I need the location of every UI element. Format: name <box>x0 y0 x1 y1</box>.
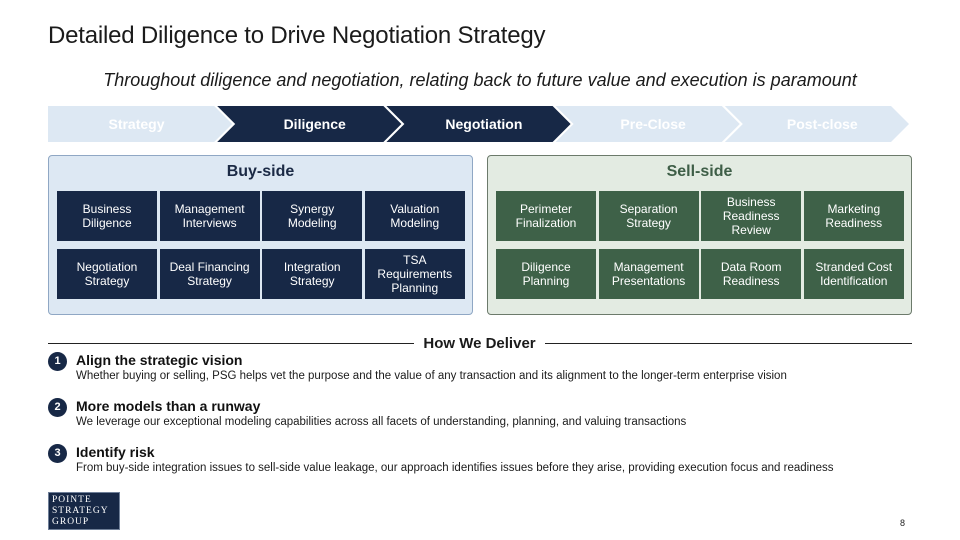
sell-side-item: Management Presentations <box>598 249 699 299</box>
phase-chevron-shapes <box>48 106 909 142</box>
buy-side-item: Deal Financing Strategy <box>159 249 260 299</box>
sell-side-panel: Sell-side Perimeter Finalization Separat… <box>487 155 912 315</box>
sell-side-item: Business Readiness Review <box>701 191 802 241</box>
buy-side-item: Negotiation Strategy <box>57 249 157 299</box>
logo-line: GROUP <box>52 517 90 527</box>
sell-side-item: Separation Strategy <box>598 191 699 241</box>
sell-side-item: Diligence Planning <box>496 249 596 299</box>
number-badge: 1 <box>48 352 67 371</box>
sell-side-item: Perimeter Finalization <box>496 191 596 241</box>
phase-chevron <box>386 106 571 142</box>
logo-line: POINTE <box>52 495 92 505</box>
buy-side-panel: Buy-side Business Diligence Management I… <box>48 155 473 315</box>
phase-label-negotiation: Negotiation <box>445 116 523 132</box>
deliver-item-heading: Align the strategic vision <box>76 352 243 368</box>
phase-label-diligence: Diligence <box>283 116 346 132</box>
sell-side-item: Data Room Readiness <box>701 249 802 299</box>
buy-side-item: Valuation Modeling <box>364 191 465 241</box>
phase-chevrons: Strategy Diligence Negotiation Pre-Close… <box>48 106 912 142</box>
buy-side-item: Integration Strategy <box>262 249 363 299</box>
phase-label-post-close: Post-close <box>786 116 858 132</box>
deliver-item-text: From buy-side integration issues to sell… <box>76 462 834 474</box>
deliver-item-heading: More models than a runway <box>76 398 261 414</box>
buy-side-item: TSA Requirements Planning <box>364 249 465 299</box>
divider-line <box>545 343 912 344</box>
deliver-item-text: Whether buying or selling, PSG helps vet… <box>76 370 787 382</box>
buy-side-item: Business Diligence <box>57 191 157 241</box>
page-title: Detailed Diligence to Drive Negotiation … <box>48 22 546 49</box>
number-badge: 2 <box>48 398 67 417</box>
phase-chevron <box>217 106 402 142</box>
number-badge: 3 <box>48 444 67 463</box>
phase-label-strategy: Strategy <box>108 116 165 132</box>
buy-side-title: Buy-side <box>226 163 295 180</box>
logo-line: STRATEGY <box>52 506 109 516</box>
page-number: 8 <box>900 518 906 528</box>
phase-chevron <box>48 106 233 142</box>
company-logo: POINTE STRATEGY GROUP <box>48 492 120 530</box>
deliver-item-heading: Identify risk <box>76 444 155 460</box>
sell-side-item: Stranded Cost Identification <box>803 249 904 299</box>
page-subtitle: Throughout diligence and negotiation, re… <box>103 70 857 90</box>
sell-side-item: Marketing Readiness <box>803 191 904 241</box>
sell-side-title: Sell-side <box>666 163 733 180</box>
divider-line <box>48 343 414 344</box>
buy-side-item: Synergy Modeling <box>262 191 363 241</box>
how-we-deliver-title: How We Deliver <box>423 335 536 352</box>
phase-chevron <box>724 106 909 142</box>
phase-label-pre-close: Pre-Close <box>620 116 686 132</box>
buy-side-item: Management Interviews <box>159 191 260 241</box>
deliver-item-text: We leverage our exceptional modeling cap… <box>76 416 687 428</box>
phase-chevron <box>555 106 740 142</box>
